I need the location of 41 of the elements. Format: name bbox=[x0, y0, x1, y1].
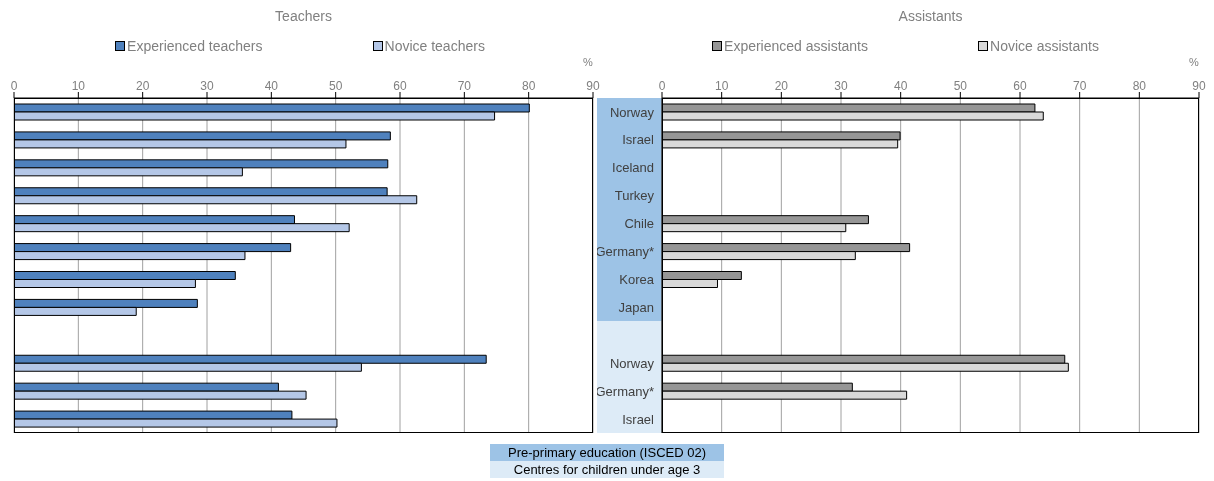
x-tick-label: 10 bbox=[714, 79, 729, 93]
y-tick-label: Germany* bbox=[595, 383, 654, 399]
x-tick-label: 40 bbox=[264, 79, 279, 93]
x-tick-label: 20 bbox=[774, 79, 789, 93]
x-tick-label: 50 bbox=[953, 79, 968, 93]
y-tick-label: Korea bbox=[619, 272, 655, 288]
text: Pre-primary education (ISCED 02) bbox=[490, 444, 724, 461]
legend-label: Experienced teachers bbox=[127, 38, 263, 54]
y-tick-label: Germany* bbox=[595, 244, 654, 260]
x-tick-label: 10 bbox=[71, 79, 86, 93]
x-tick-label: 30 bbox=[200, 79, 214, 93]
x-tick-label: 50 bbox=[328, 79, 343, 93]
x-tick-label: 20 bbox=[135, 79, 150, 93]
x-tick-label: 0 bbox=[658, 79, 666, 93]
legend-label: Novice teachers bbox=[384, 38, 485, 54]
y-tick-label: Chile bbox=[624, 216, 654, 232]
x-tick-label: 90 bbox=[586, 79, 600, 93]
legend-label: Novice assistants bbox=[990, 38, 1099, 54]
y-tick-label: Israel bbox=[622, 411, 655, 427]
x-axis-title: % bbox=[1189, 56, 1199, 68]
chart-title: Teachers bbox=[274, 8, 333, 24]
text: Centres for children under age 3 bbox=[490, 461, 724, 478]
x-tick-label: 70 bbox=[457, 79, 472, 93]
x-tick-label: 80 bbox=[1132, 79, 1147, 93]
x-tick-label: 60 bbox=[393, 79, 407, 93]
x-tick-label: 70 bbox=[1072, 79, 1087, 93]
x-tick-label: 90 bbox=[1192, 79, 1206, 93]
x-tick-label: 60 bbox=[1013, 79, 1027, 93]
chart-title: Assistants bbox=[897, 8, 964, 24]
x-tick-label: 40 bbox=[893, 79, 908, 93]
x-tick-label: 0 bbox=[10, 79, 18, 93]
y-tick-label: Turkey bbox=[614, 188, 655, 204]
y-tick-label: Norway bbox=[609, 355, 655, 371]
x-tick-label: 30 bbox=[834, 79, 848, 93]
y-tick-label: Iceland bbox=[612, 160, 654, 176]
y-tick-label: Japan bbox=[618, 299, 654, 315]
x-axis-title: % bbox=[583, 56, 593, 68]
x-tick-label: 80 bbox=[521, 79, 536, 93]
y-tick-label: Israel bbox=[622, 132, 655, 148]
y-tick-label: Norway bbox=[609, 104, 655, 120]
legend-label: Experienced assistants bbox=[724, 38, 869, 54]
